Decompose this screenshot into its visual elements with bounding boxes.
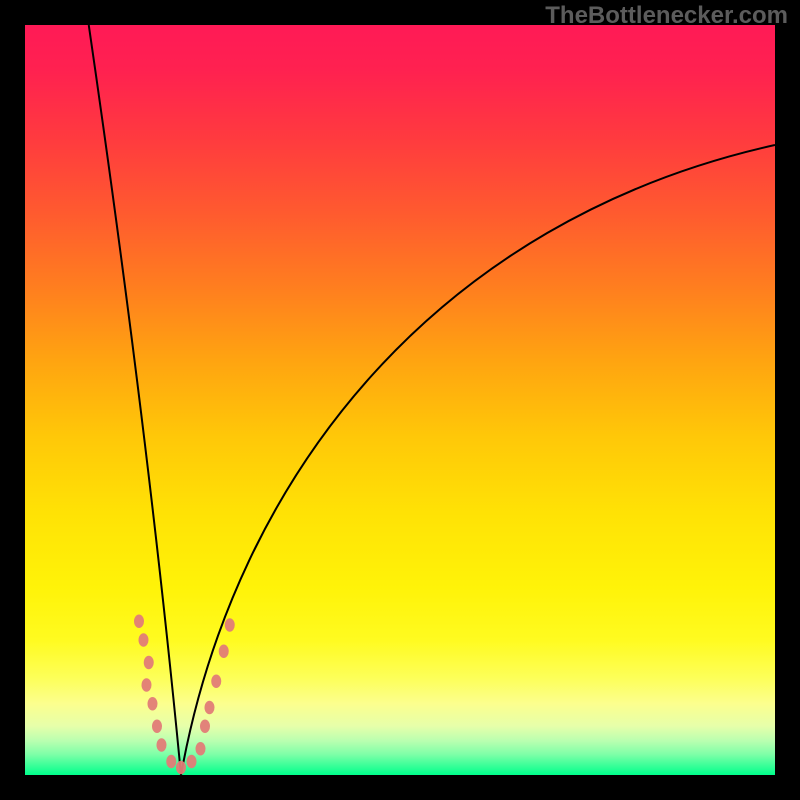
data-marker [187,755,197,769]
data-marker [144,656,154,670]
data-marker [134,614,144,628]
bottleneck-chart: TheBottlenecker.com [0,0,800,800]
data-marker [196,742,206,756]
chart-svg [25,25,775,775]
data-marker [157,738,167,752]
data-marker [225,618,235,632]
watermark-text: TheBottlenecker.com [545,2,788,30]
data-marker [166,755,176,769]
data-marker [148,697,158,711]
data-marker [152,719,162,733]
data-marker [176,761,186,775]
data-marker [211,674,221,688]
data-marker [205,701,215,715]
data-marker [219,644,229,658]
data-marker [200,719,210,733]
data-marker [139,633,149,647]
data-marker [142,678,152,692]
gradient-background [25,25,775,775]
plot-area [25,25,775,775]
